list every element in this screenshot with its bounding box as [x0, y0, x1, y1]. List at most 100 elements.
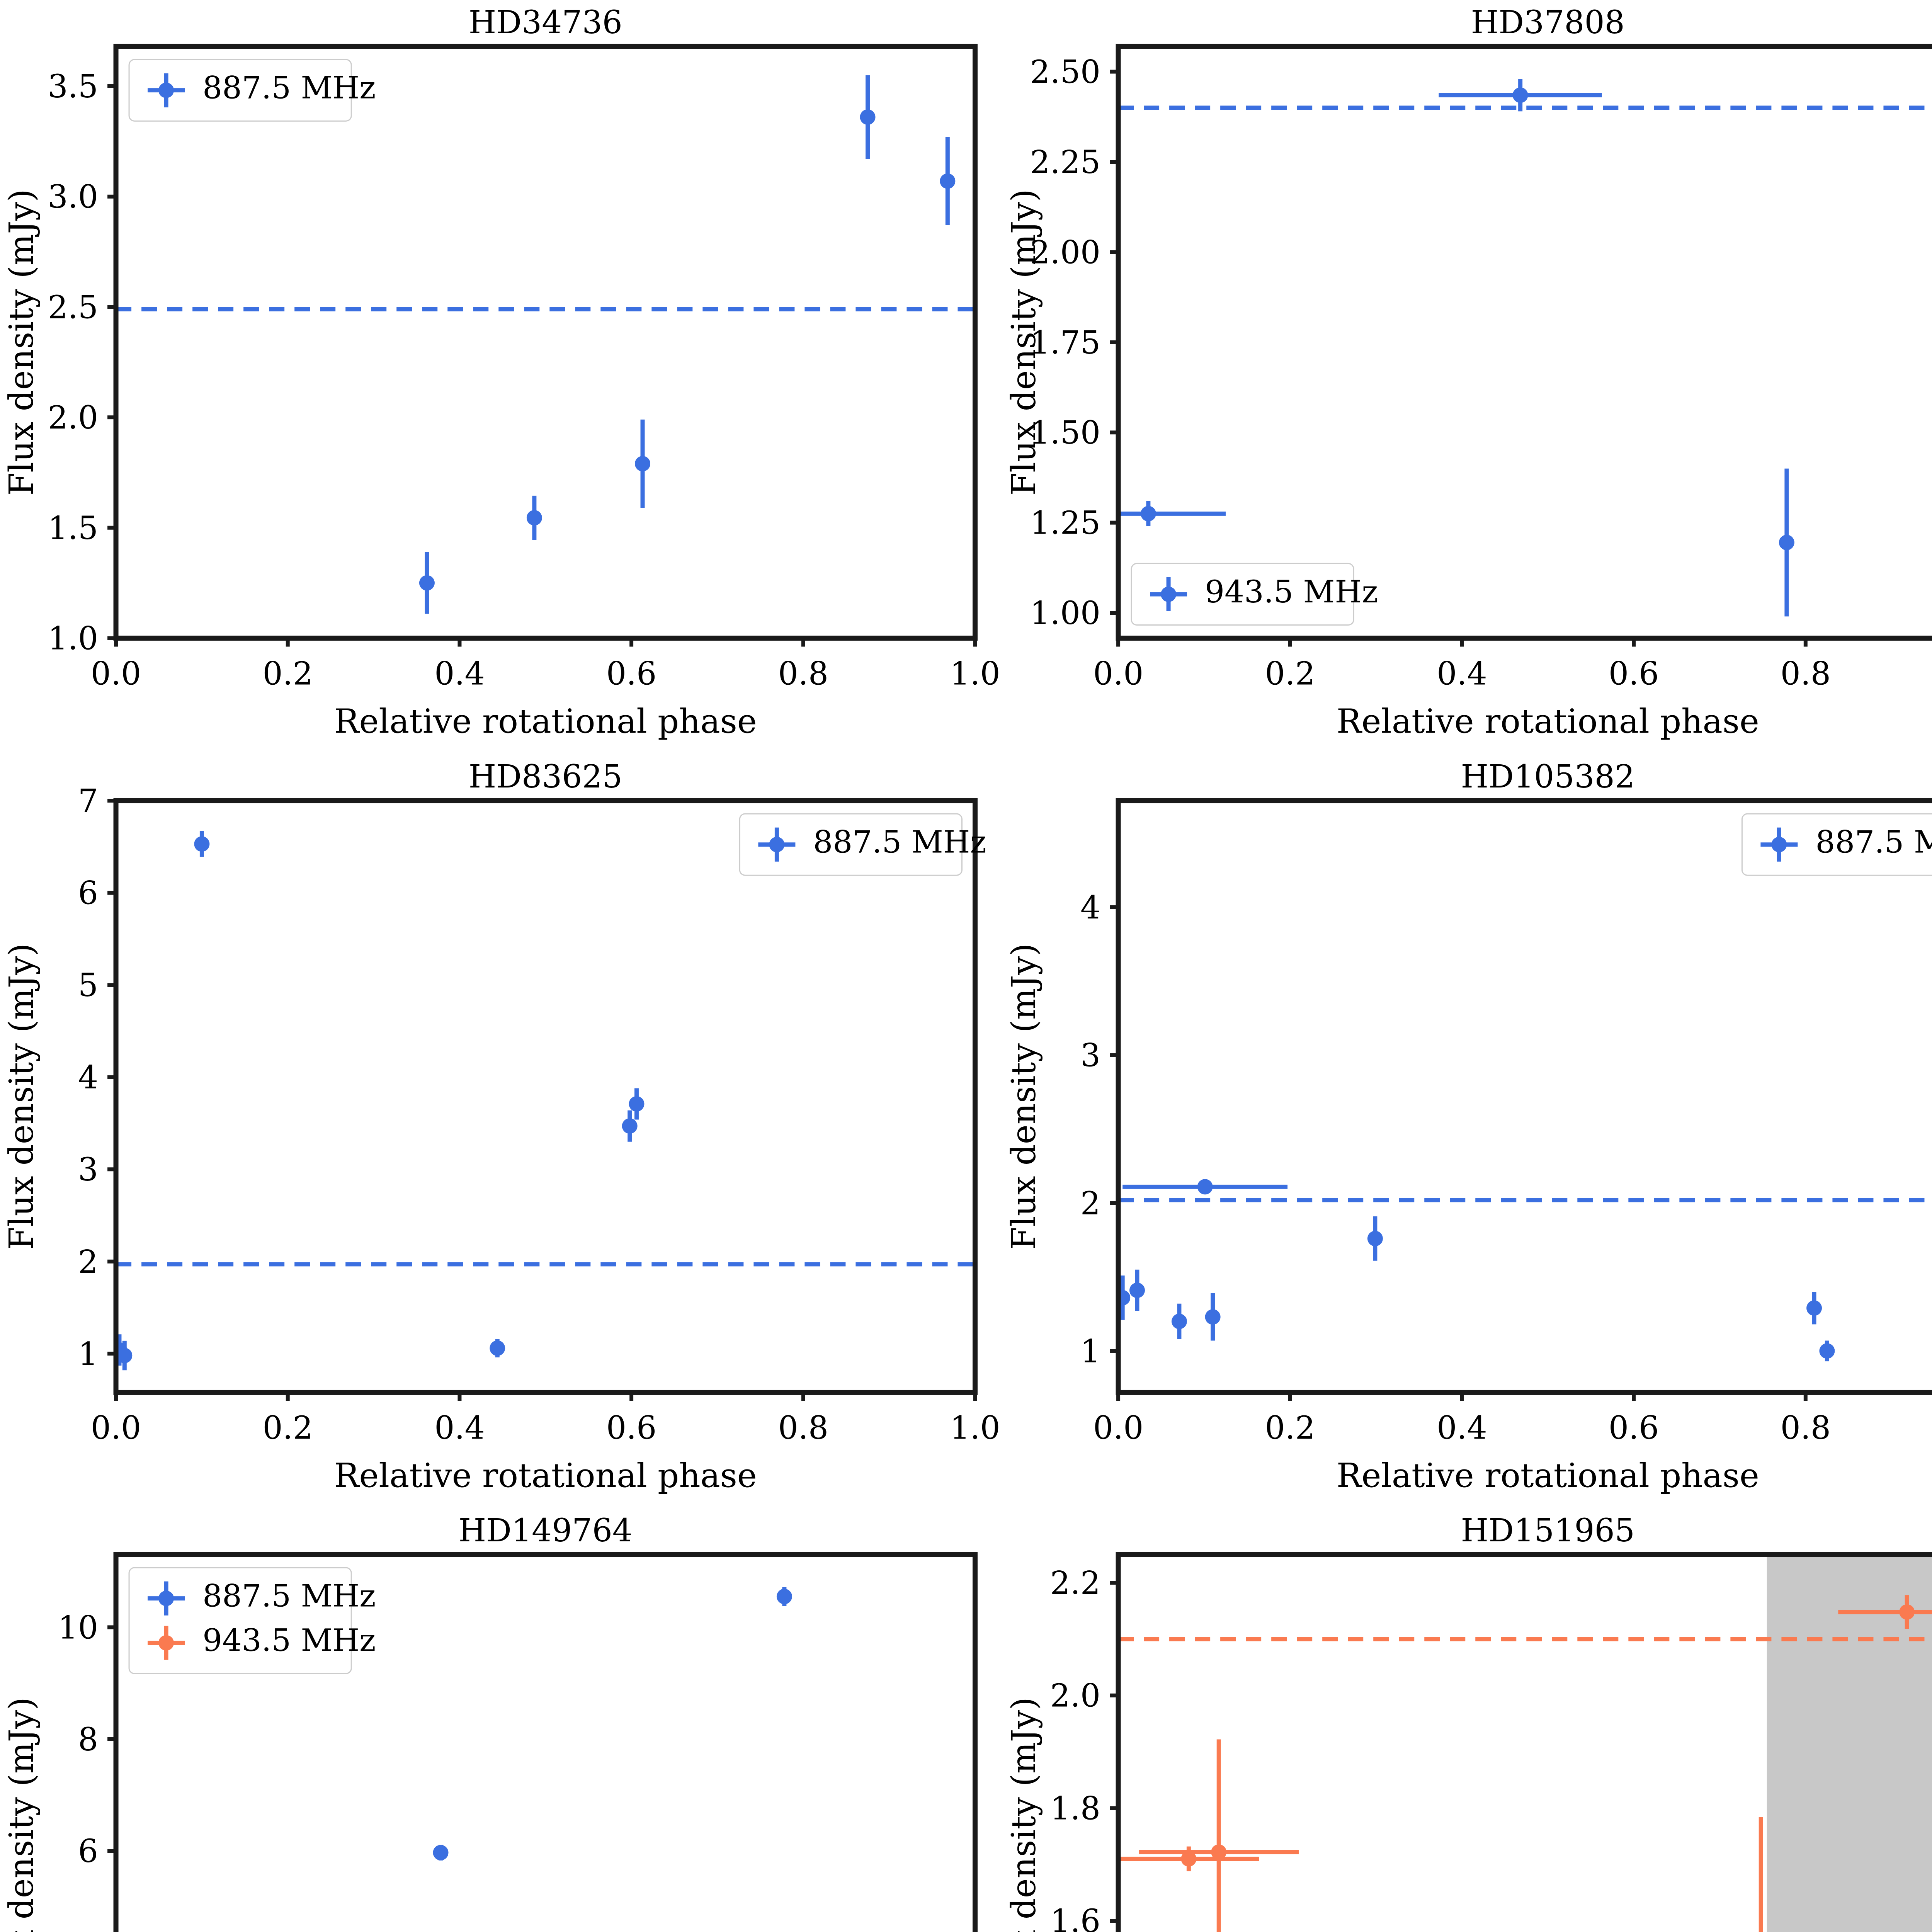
y-tick-label: 1.75: [1030, 325, 1100, 361]
panel-title: HD151965: [1461, 1512, 1634, 1549]
legend[interactable]: 887.5 MHz: [739, 813, 986, 876]
y-tick-label: 6: [78, 1833, 98, 1870]
x-tick-label: 0.2: [1265, 1410, 1315, 1446]
x-tick-label: 0.4: [434, 655, 485, 692]
x-tick-label: 0.0: [91, 1410, 141, 1446]
panel-hd37808: HD378080.00.20.40.60.81.01.001.251.501.7…: [1002, 0, 1932, 754]
data-point: [1129, 1282, 1145, 1298]
y-tick-label: 2.50: [1030, 54, 1100, 91]
series-943-5-MHz: [1118, 79, 1794, 617]
x-tick-label: 0.6: [1608, 655, 1658, 692]
panel-title: HD37808: [1471, 4, 1624, 41]
y-tick-label: 6: [78, 875, 98, 912]
y-tick-label: 1.0: [48, 620, 98, 657]
y-tick-label: 1: [78, 1336, 98, 1372]
data-point: [194, 836, 210, 852]
y-axis-title: Flux density (mJy): [2, 943, 41, 1250]
axes-frame: [1116, 1552, 1932, 1932]
data-point: [1197, 1179, 1213, 1195]
axes-frame: [113, 798, 978, 1395]
x-tick-label: 0.6: [1608, 1410, 1658, 1446]
series-887-5-MHz: [1118, 1179, 1835, 1361]
data-layer: [1118, 1179, 1932, 1361]
data-point: [1180, 1851, 1196, 1867]
data-point: [1140, 506, 1156, 522]
data-layer: [1118, 79, 1932, 617]
x-tick-label: 0.2: [263, 1410, 313, 1446]
data-point: [1171, 1313, 1187, 1329]
series-887-5-MHz: [419, 75, 956, 614]
legend-label: 887.5 MHz: [202, 70, 376, 106]
y-tick-label: 5: [78, 967, 98, 1004]
legend-marker: [1160, 586, 1176, 602]
legend[interactable]: 887.5 MHz 943.5 MHz: [128, 1567, 376, 1675]
y-tick-label: 1.25: [1030, 505, 1100, 542]
series-887-5-MHz: [433, 1587, 792, 1861]
x-tick-label: 0.6: [606, 655, 656, 692]
panel-title: HD105382: [1461, 759, 1634, 795]
data-layer: [433, 1587, 792, 1861]
x-axis-title: Relative rotational phase: [334, 702, 757, 741]
y-axis-title: Flux density (mJy): [1005, 943, 1043, 1250]
panel-title: HD34736: [469, 4, 622, 41]
y-tick-label: 10: [58, 1610, 98, 1646]
data-point: [1118, 1290, 1130, 1306]
y-tick-label: 1.5: [48, 510, 98, 547]
data-point: [635, 456, 651, 472]
y-axis-title: Flux density (mJy): [2, 189, 41, 496]
data-point: [629, 1096, 645, 1112]
y-tick-label: 4: [1080, 889, 1100, 926]
y-tick-label: 1.6: [1050, 1903, 1100, 1932]
data-layer: [116, 831, 975, 1370]
data-point: [433, 1845, 449, 1861]
y-tick-label: 2.5: [48, 289, 98, 326]
legend[interactable]: 887.5 MHz: [128, 59, 376, 122]
legend[interactable]: 943.5 MHz: [1131, 563, 1378, 626]
x-tick-label: 0.0: [1093, 655, 1143, 692]
y-tick-label: 3.0: [48, 179, 98, 216]
legend[interactable]: 887.5 MHz: [1741, 813, 1932, 876]
x-axis-title: Relative rotational phase: [1336, 702, 1759, 741]
x-tick-label: 0.0: [1093, 1410, 1143, 1446]
data-point: [1367, 1230, 1383, 1246]
data-point: [622, 1118, 638, 1134]
data-point: [1211, 1844, 1226, 1860]
legend-marker: [158, 1591, 174, 1607]
x-axis-title: Relative rotational phase: [334, 1456, 757, 1495]
x-tick-label: 0.8: [778, 655, 828, 692]
y-tick-label: 1.50: [1030, 415, 1100, 451]
data-point: [860, 109, 876, 125]
y-tick-label: 4: [78, 1059, 98, 1096]
y-tick-label: 2: [1080, 1185, 1100, 1222]
y-axis-title: Flux density (mJy): [2, 1697, 41, 1932]
data-point: [940, 173, 956, 189]
data-point: [117, 1347, 133, 1363]
x-tick-label: 0.8: [778, 1410, 828, 1446]
y-tick-label: 2: [78, 1243, 98, 1280]
y-tick-label: 3.5: [48, 68, 98, 105]
x-tick-label: 0.2: [263, 655, 313, 692]
x-tick-label: 0.0: [91, 655, 141, 692]
legend-marker: [1771, 837, 1787, 852]
y-tick-label: 2.2: [1050, 1565, 1100, 1602]
data-point: [526, 510, 542, 526]
legend-label: 887.5 MHz: [1815, 824, 1932, 860]
x-tick-label: 1.0: [950, 655, 1000, 692]
data-layer: [116, 75, 975, 614]
legend-label: 887.5 MHz: [202, 1578, 376, 1614]
axes-frame: [1116, 44, 1932, 641]
data-point: [1205, 1309, 1221, 1325]
legend-marker: [158, 1635, 174, 1651]
data-point: [776, 1589, 792, 1605]
panel-hd83625: HD83625 0.0 0.2 0.4 0.6 0.8 1.0 1 2 3 4 5 6 7 Relative…: [0, 754, 1002, 1509]
x-tick-label: 0.8: [1780, 655, 1830, 692]
panel-title: HD149764: [459, 1512, 633, 1549]
x-tick-label: 0.4: [434, 1410, 485, 1446]
y-tick-label: 7: [78, 783, 98, 820]
data-point: [1899, 1604, 1915, 1620]
data-layer: [1118, 1595, 1932, 1932]
y-tick-label: 1.8: [1050, 1791, 1100, 1827]
data-point: [490, 1340, 505, 1356]
x-tick-label: 0.6: [606, 1410, 656, 1446]
